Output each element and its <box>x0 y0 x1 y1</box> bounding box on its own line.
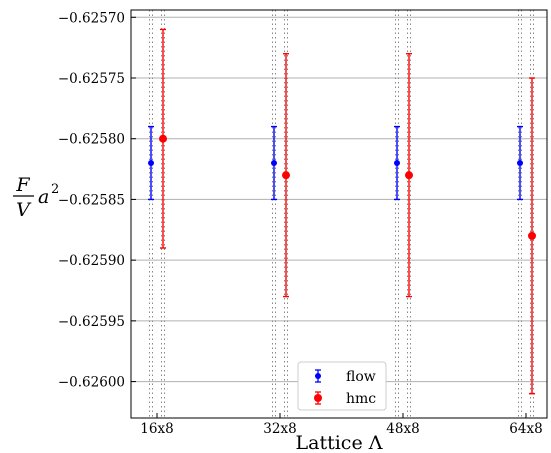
legend-label-hmc: hmc <box>346 391 376 407</box>
data-point-flow <box>517 160 523 166</box>
y-tick-label: −0.62580 <box>58 132 125 148</box>
y-label-numerator: F <box>15 174 30 196</box>
y-tick-label: −0.62590 <box>58 253 125 269</box>
y-label-factor: a <box>38 186 49 208</box>
x-axis-label: Lattice Λ <box>296 432 383 453</box>
legend-marker-flow <box>315 373 321 379</box>
y-tick-label: −0.62570 <box>58 10 125 26</box>
data-point-flow <box>148 160 154 166</box>
y-axis-label: F V a 2 <box>13 174 59 221</box>
legend-label-flow: flow <box>346 369 376 385</box>
legend-entry-hmc: hmc <box>314 391 376 407</box>
data-layer <box>148 28 536 395</box>
x-tick-label: 64x8 <box>509 421 542 437</box>
x-tick-label: 16x8 <box>140 421 173 437</box>
tick-layer: −0.62570 −0.62575 −0.62580 −0.62585 −0.62590… <box>58 10 543 437</box>
y-tick-label: −0.62575 <box>58 71 125 87</box>
legend-entry-flow: flow <box>315 369 376 385</box>
data-point-hmc <box>282 171 290 180</box>
data-point-hmc <box>528 231 536 240</box>
y-label-denominator: V <box>16 199 32 221</box>
data-point-hmc <box>405 171 413 180</box>
data-point-flow <box>271 160 277 166</box>
x-tick-label: 32x8 <box>263 421 296 437</box>
plot-frame <box>130 9 548 419</box>
reference-lines <box>149 10 534 418</box>
data-point-hmc <box>159 134 167 143</box>
legend: flow hmc <box>297 361 387 411</box>
y-tick-label: −0.62600 <box>58 375 125 391</box>
y-tick-label: −0.62595 <box>58 314 125 330</box>
y-tick-label: −0.62585 <box>58 192 125 208</box>
y-label-exponent: 2 <box>51 182 59 197</box>
grid <box>131 16 547 383</box>
data-point-flow <box>394 160 400 166</box>
x-tick-label: 48x8 <box>386 421 419 437</box>
legend-marker-hmc <box>314 394 322 402</box>
